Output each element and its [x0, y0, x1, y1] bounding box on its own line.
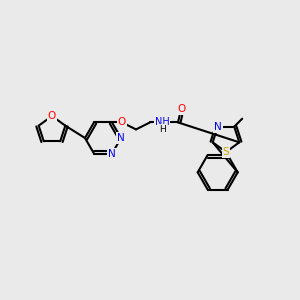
- Text: S: S: [223, 147, 229, 157]
- Text: O: O: [118, 117, 126, 128]
- Text: N: N: [117, 133, 125, 143]
- Text: N: N: [214, 122, 222, 132]
- Text: O: O: [48, 111, 56, 121]
- Text: H: H: [159, 125, 165, 134]
- Text: O: O: [177, 104, 185, 114]
- Text: N: N: [108, 148, 116, 159]
- Text: NH: NH: [154, 117, 169, 128]
